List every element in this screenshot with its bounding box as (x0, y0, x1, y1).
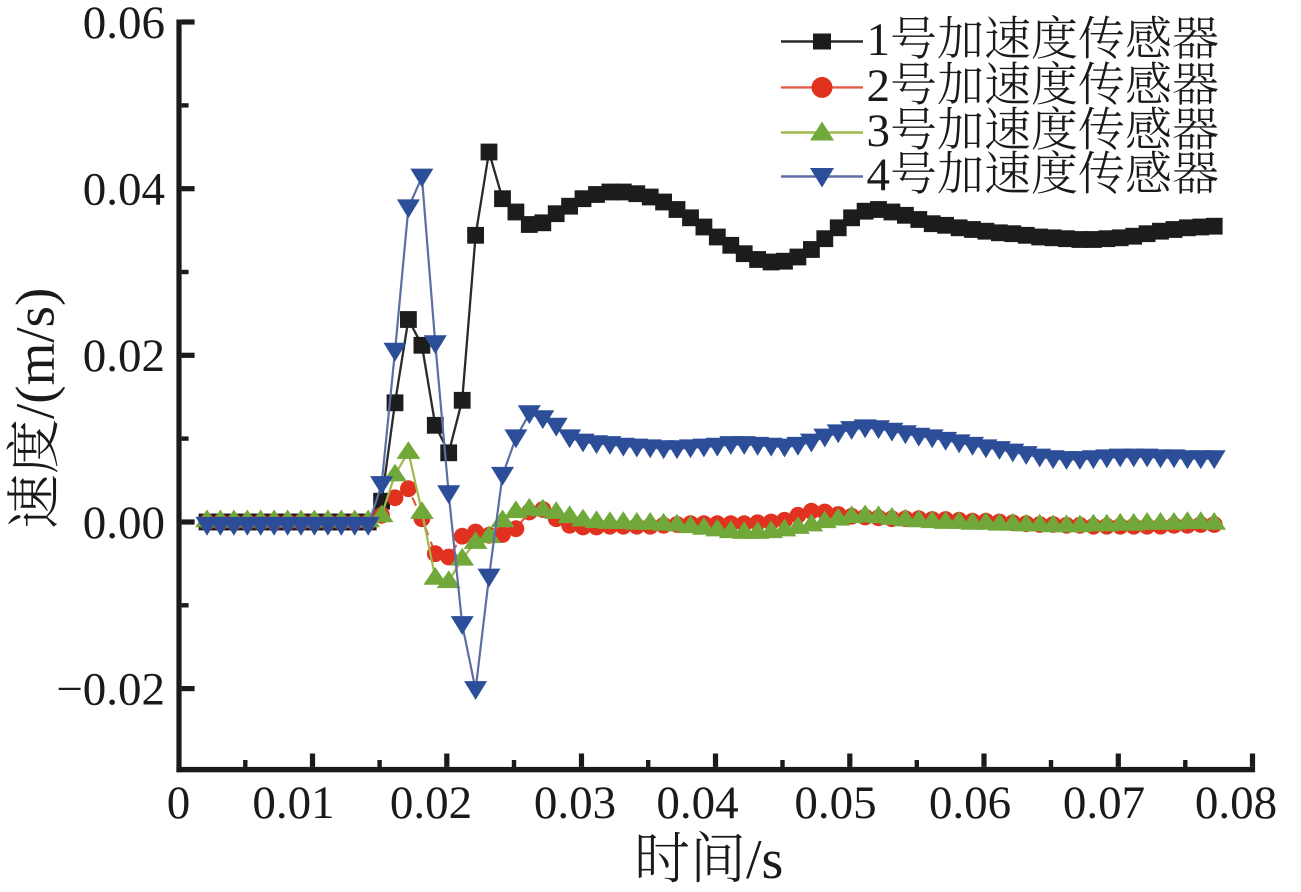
svg-text:3: 3 (867, 105, 891, 157)
svg-text:2: 2 (867, 60, 891, 112)
svg-text:0.01: 0.01 (252, 777, 334, 829)
svg-text:0: 0 (167, 777, 191, 829)
svg-text:−0.02: −0.02 (56, 663, 165, 715)
svg-text:0.02: 0.02 (390, 777, 472, 829)
svg-text:0.07: 0.07 (1063, 777, 1145, 829)
svg-text:0.06: 0.06 (83, 0, 165, 49)
svg-text:1: 1 (867, 14, 891, 66)
svg-text:4: 4 (867, 149, 891, 201)
svg-text:0.03: 0.03 (534, 777, 616, 829)
svg-text:/(m/s): /(m/s) (4, 288, 65, 419)
svg-text:0.00: 0.00 (83, 497, 165, 549)
svg-text:0.04: 0.04 (83, 164, 165, 216)
svg-text:0.02: 0.02 (83, 330, 165, 382)
svg-text:0.05: 0.05 (794, 777, 876, 829)
svg-text:0.08: 0.08 (1195, 777, 1277, 829)
svg-text:/s: /s (746, 829, 783, 887)
svg-text:0.06: 0.06 (929, 777, 1011, 829)
svg-text:0.04: 0.04 (656, 777, 738, 829)
